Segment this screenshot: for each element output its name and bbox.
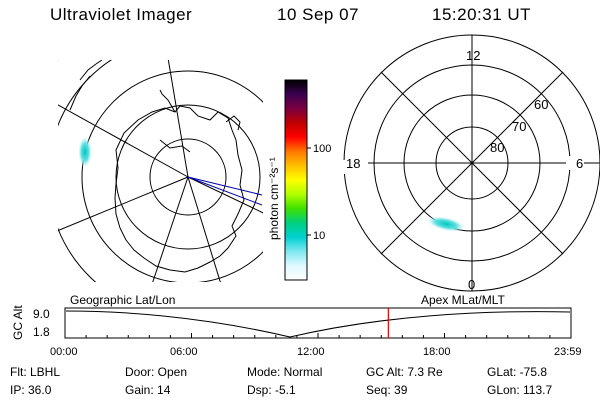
mlt-label-12: 12 [466,48,480,63]
mlat-label-60: 60 [534,97,548,112]
label-bg [566,156,584,170]
mlat-label-70: 70 [512,119,526,134]
lat-circle [149,138,227,216]
glon-value: GLon: 113.7 [487,383,553,397]
timeline-ticks [64,333,572,338]
gain-value: Gain: 14 [125,383,171,397]
local-meridian-line [187,176,263,206]
door-value: Door: Open [125,365,188,379]
xtick-0600: 06:00 [170,346,198,358]
colorbar [284,79,308,281]
ip-value: IP: 36.0 [10,383,52,397]
xtick-1200: 12:00 [297,346,325,358]
meridian-line [152,176,189,282]
xtick-1800: 18:00 [423,346,451,358]
apex-polar-plot [343,34,600,292]
altitude-curve [65,310,571,338]
time-label: 15:20:31 UT [432,5,532,24]
antarctica-outline [114,105,245,273]
mlt-label-0: 0 [468,277,475,292]
mlat-label-80: 80 [490,140,504,155]
mlt-diagonal [380,71,564,255]
app-title: Ultraviolet Imager [50,5,193,24]
colorbar-tick-10: 10 [313,230,325,242]
mlt-label-6: 6 [576,156,583,171]
timeline-ymax: 9.0 [33,307,50,321]
meridian-line [187,176,221,282]
meridian-line [167,60,189,178]
colorbar-tick-100: 100 [313,143,331,155]
xtick-0000: 00:00 [50,346,78,358]
meridian-line [58,176,189,232]
geographic-label: Geographic Lat/Lon [70,293,175,307]
xtick-2359: 23:59 [554,346,582,358]
meridian-line [58,104,189,178]
glat-value: GLat: -75.8 [487,365,548,379]
peninsula-outline [159,89,176,113]
apex-label: Apex MLat/MLT [421,293,505,307]
geographic-map [58,60,263,282]
date-label: 10 Sep 07 [277,5,360,24]
mlt-label-18: 18 [346,156,360,171]
mode-value: Mode: Normal [247,365,323,379]
ice-shelf-outline [159,139,191,153]
colorbar-unit-label: photon cm⁻²s⁻¹ [267,157,281,240]
lat-circle [81,70,263,282]
dsp-value: Dsp: -5.1 [247,383,296,397]
lat-circle [115,104,261,250]
apex-aurora-emission [426,215,466,233]
coastline [69,75,91,111]
island-outline [225,115,241,131]
seq-value: Seq: 39 [366,383,408,397]
gc-alt-value: GC Alt: 7.3 Re [366,365,443,379]
timeline-ylabel: GC Alt [11,305,25,340]
timeline-ymin: 1.8 [33,325,50,339]
geo-aurora-emission [78,136,92,168]
local-meridian-line [187,176,263,196]
label-bg [340,160,368,174]
coastline [79,60,103,81]
filter-value: Flt: LBHL [10,365,61,379]
meridian-line [187,176,263,214]
